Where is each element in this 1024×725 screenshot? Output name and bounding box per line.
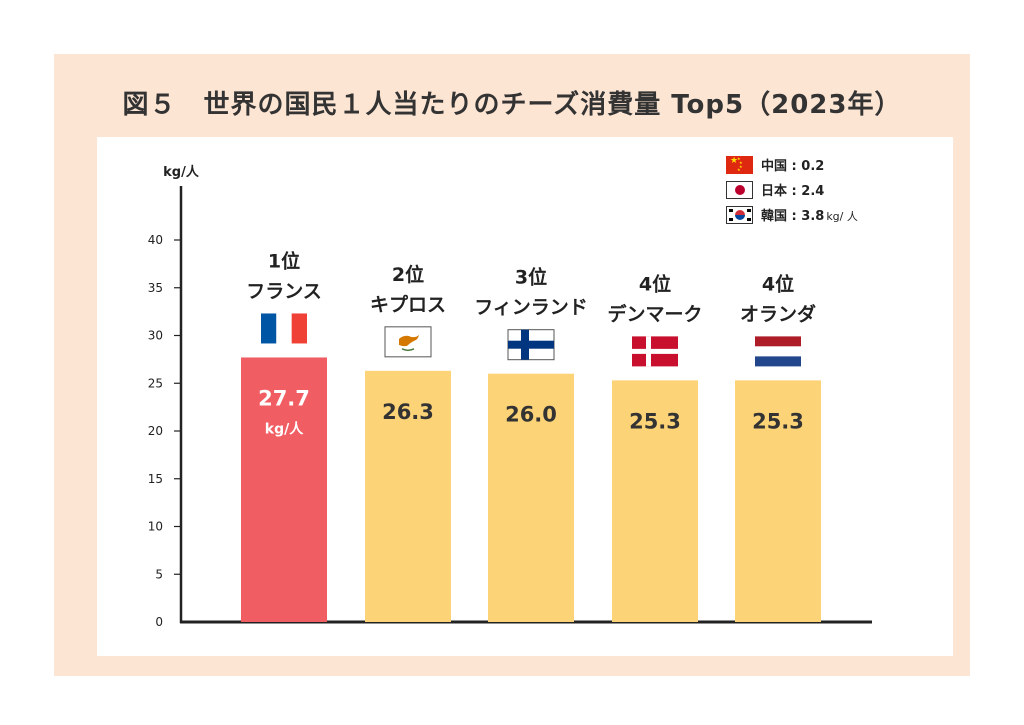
bar-5: [735, 380, 821, 622]
y-tick-label: 10: [148, 520, 163, 534]
bar-value-label: 25.3: [752, 409, 804, 433]
y-tick-label: 15: [148, 472, 163, 486]
legend-value: 2.4: [801, 184, 825, 199]
y-tick-label: 40: [148, 233, 163, 247]
bar-2: [365, 370, 451, 622]
korea-flag-icon: [726, 205, 753, 224]
y-tick-label: 35: [148, 281, 163, 295]
country-label: キプロス: [370, 293, 446, 316]
rank-label: 4位: [762, 272, 794, 295]
rank-label: 3位: [515, 266, 547, 289]
bar-value-label: 25.3: [629, 409, 681, 433]
legend-text-china: 中国 : 0.2: [761, 159, 825, 174]
y-tick-label: 5: [155, 567, 163, 581]
legend-text-korea: 韓国 : 3.8 kg/ 人: [761, 209, 858, 224]
bar-value-label: 27.7: [258, 386, 310, 410]
rank-label: 4位: [639, 272, 671, 295]
bar-unit-label: kg/人: [265, 420, 304, 437]
legend-item-korea: 韓国 : 3.8 kg/ 人: [726, 202, 926, 227]
legend-country: 中国: [761, 159, 788, 174]
y-tick-label: 25: [148, 376, 163, 390]
country-label: デンマーク: [607, 302, 702, 325]
bar-4: [612, 380, 698, 622]
legend-text-japan: 日本 : 2.4: [761, 184, 825, 199]
legend-item-japan: 日本 : 2.4: [726, 177, 926, 202]
legend-value: 0.2: [801, 159, 825, 174]
bar-1: [241, 357, 327, 622]
chart-title: 図５ 世界の国民１人当たりのチーズ消費量 Top5（2023年）: [122, 90, 902, 120]
china-flag-icon: ★ ★ ★ ★ ★: [726, 155, 753, 174]
legend-unit: kg/ 人: [826, 210, 858, 223]
legend-value: 3.8: [801, 209, 825, 224]
country-label: オランダ: [740, 302, 816, 325]
legend: ★ ★ ★ ★ ★ 中国 : 0.2 日本 : 2.4 韓国 : 3.8 kg/ …: [726, 152, 926, 227]
denmark-flag-icon: [632, 336, 678, 367]
country-label: フランス: [246, 280, 322, 302]
japan-flag-icon: [726, 180, 753, 199]
bar-value-label: 26.0: [505, 403, 557, 427]
finland-flag-icon: [507, 329, 555, 361]
y-tick-label: 30: [148, 329, 163, 343]
bar-value-label: 26.3: [382, 400, 434, 424]
france-flag-icon: [261, 313, 307, 344]
y-axis-label: kg/人: [163, 164, 200, 180]
y-tick-label: 0: [155, 615, 163, 629]
legend-country: 韓国: [761, 209, 788, 224]
legend-country: 日本: [761, 184, 788, 199]
country-label: フィンランド: [474, 297, 588, 319]
bar-3: [488, 373, 574, 622]
legend-item-china: ★ ★ ★ ★ ★ 中国 : 0.2: [726, 152, 926, 177]
cyprus-flag-icon: [384, 326, 432, 358]
rank-label: 1位: [268, 249, 300, 272]
netherlands-flag-icon: [755, 336, 801, 367]
y-tick-label: 20: [148, 424, 163, 438]
rank-label: 2位: [392, 263, 424, 286]
